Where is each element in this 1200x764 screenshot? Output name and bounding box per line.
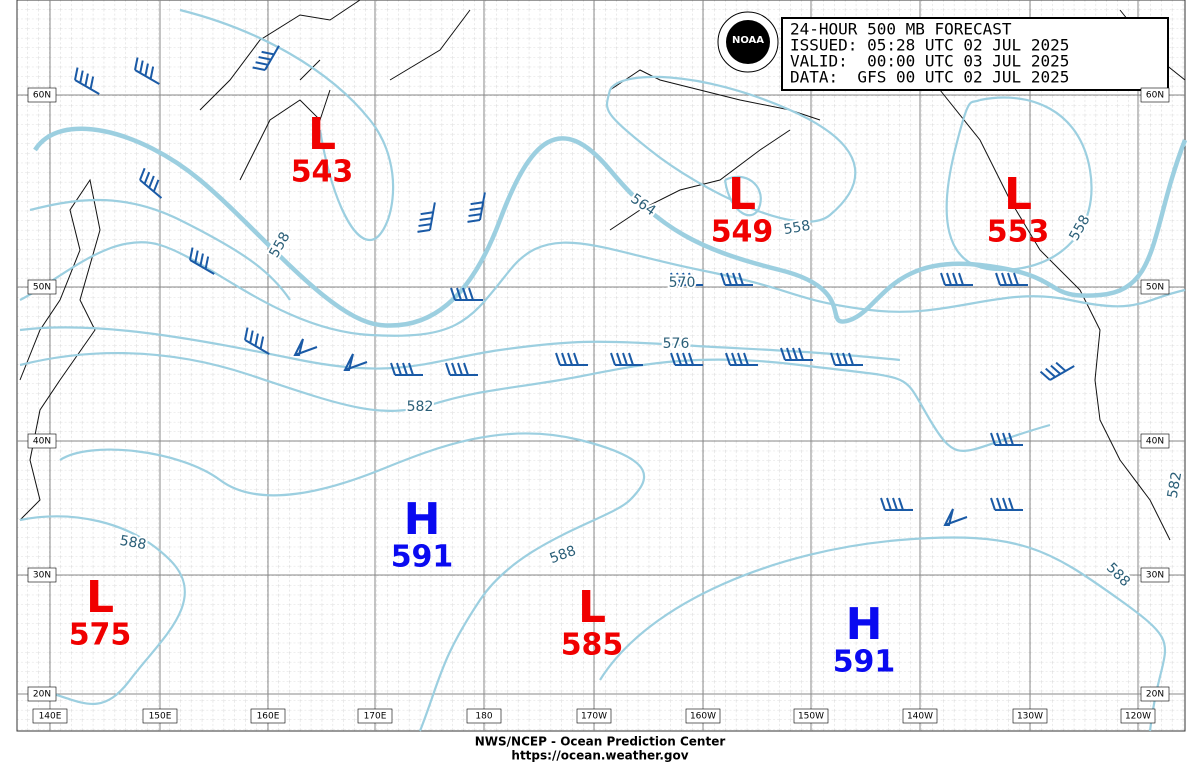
pressure-center-value: 575 bbox=[69, 618, 132, 653]
latitude-label: 50N bbox=[1146, 283, 1164, 293]
header-line: 24-HOUR 500 MB FORECAST bbox=[790, 20, 1012, 39]
header-line: VALID: 00:00 UTC 03 JUL 2025 bbox=[790, 52, 1069, 71]
label-box bbox=[1120, 708, 1156, 724]
contour-label: 570 bbox=[669, 275, 696, 291]
label-box bbox=[1140, 567, 1170, 583]
label-box bbox=[466, 708, 502, 724]
latitude-label: 60N bbox=[1146, 91, 1164, 101]
logo-text: NOAA bbox=[732, 35, 764, 46]
longitude-label: 170W bbox=[581, 712, 607, 722]
longitude-label: 170E bbox=[364, 712, 387, 722]
footer-agency: NWS/NCEP - Ocean Prediction Center bbox=[475, 735, 726, 749]
pressure-center-value: 549 bbox=[711, 215, 774, 250]
pressure-center-symbol: L bbox=[728, 169, 756, 220]
pressure-center-value: 553 bbox=[987, 215, 1050, 250]
contour-label: 582 bbox=[407, 399, 434, 415]
label-box bbox=[32, 708, 68, 724]
label-box bbox=[250, 708, 286, 724]
longitude-label: 140E bbox=[39, 712, 62, 722]
label-box bbox=[1012, 708, 1048, 724]
label-box bbox=[1140, 433, 1170, 449]
header-line: DATA: GFS 00 UTC 02 JUL 2025 bbox=[790, 68, 1069, 87]
longitude-label: 140W bbox=[907, 712, 933, 722]
label-box bbox=[576, 708, 612, 724]
longitude-label: 150E bbox=[149, 712, 172, 722]
label-box bbox=[793, 708, 829, 724]
label-box bbox=[902, 708, 938, 724]
label-box bbox=[142, 708, 178, 724]
pressure-center-value: 591 bbox=[391, 540, 454, 575]
header-line: ISSUED: 05:28 UTC 02 JUL 2025 bbox=[790, 36, 1069, 55]
label-box bbox=[357, 708, 393, 724]
major-grid bbox=[17, 0, 1185, 731]
label-box bbox=[1140, 87, 1170, 103]
label-box bbox=[1140, 686, 1170, 702]
latitude-label: 30N bbox=[1146, 571, 1164, 581]
pressure-center-symbol: H bbox=[846, 599, 883, 650]
label-box bbox=[27, 87, 57, 103]
latitude-label: 60N bbox=[33, 91, 51, 101]
height-contours bbox=[19, 8, 1188, 732]
pressure-center-symbol: L bbox=[1004, 169, 1032, 220]
header-box bbox=[781, 17, 1169, 91]
pressure-center-value: 543 bbox=[291, 155, 354, 190]
longitude-label: 120W bbox=[1125, 712, 1151, 722]
pressure-center-symbol: L bbox=[86, 572, 114, 623]
pressure-center-value: 585 bbox=[561, 628, 624, 663]
latitude-label: 50N bbox=[33, 283, 51, 293]
label-box bbox=[27, 279, 57, 295]
logo-inner bbox=[726, 20, 770, 64]
longitude-label: 160W bbox=[690, 712, 716, 722]
longitude-label: 180 bbox=[475, 712, 492, 722]
longitude-label: 150W bbox=[798, 712, 824, 722]
label-box bbox=[685, 708, 721, 724]
pressure-center-symbol: L bbox=[308, 109, 336, 160]
pressure-center-symbol: L bbox=[578, 582, 606, 633]
label-box bbox=[27, 686, 57, 702]
latitude-label: 40N bbox=[1146, 437, 1164, 447]
pressure-center-value: 591 bbox=[833, 645, 896, 680]
label-box bbox=[27, 567, 57, 583]
longitude-label: 130W bbox=[1017, 712, 1043, 722]
footer-url: https://ocean.weather.gov bbox=[511, 749, 688, 763]
longitude-label: 160E bbox=[257, 712, 280, 722]
latitude-label: 20N bbox=[33, 690, 51, 700]
map-frame bbox=[16, 0, 1186, 732]
header: NOAA bbox=[717, 11, 1169, 91]
latitude-label: 20N bbox=[1146, 690, 1164, 700]
label-box bbox=[1140, 279, 1170, 295]
latitude-label: 30N bbox=[33, 571, 51, 581]
contour-label: 576 bbox=[663, 336, 690, 352]
pressure-center-symbol: H bbox=[404, 494, 441, 545]
latitude-label: 40N bbox=[33, 437, 51, 447]
label-box bbox=[27, 433, 57, 449]
